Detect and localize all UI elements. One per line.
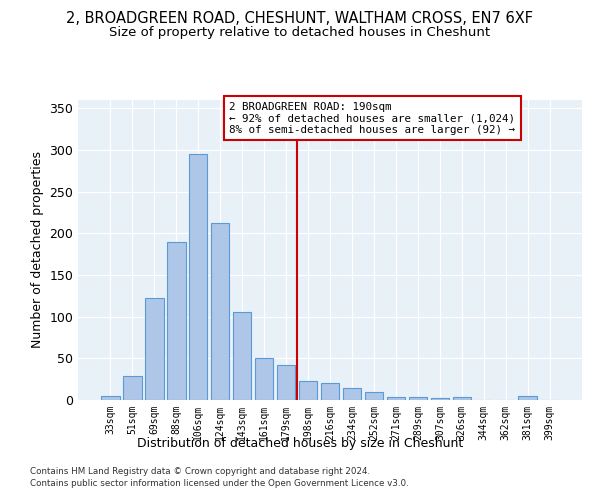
Bar [299, 381, 317, 400]
Bar [452, 396, 471, 400]
Bar [518, 396, 537, 400]
Bar [431, 398, 449, 400]
Text: Contains HM Land Registry data © Crown copyright and database right 2024.: Contains HM Land Registry data © Crown c… [30, 467, 370, 476]
Bar [211, 224, 229, 400]
Bar [167, 242, 185, 400]
Text: Contains public sector information licensed under the Open Government Licence v3: Contains public sector information licen… [30, 478, 409, 488]
Bar [409, 396, 427, 400]
Bar [101, 396, 119, 400]
Bar [365, 392, 383, 400]
Y-axis label: Number of detached properties: Number of detached properties [31, 152, 44, 348]
Bar [123, 376, 142, 400]
Bar [233, 312, 251, 400]
Bar [277, 365, 295, 400]
Text: Size of property relative to detached houses in Cheshunt: Size of property relative to detached ho… [109, 26, 491, 39]
Text: 2 BROADGREEN ROAD: 190sqm
← 92% of detached houses are smaller (1,024)
8% of sem: 2 BROADGREEN ROAD: 190sqm ← 92% of detac… [229, 102, 515, 134]
Text: 2, BROADGREEN ROAD, CHESHUNT, WALTHAM CROSS, EN7 6XF: 2, BROADGREEN ROAD, CHESHUNT, WALTHAM CR… [67, 11, 533, 26]
Text: Distribution of detached houses by size in Cheshunt: Distribution of detached houses by size … [137, 438, 463, 450]
Bar [343, 388, 361, 400]
Bar [255, 358, 274, 400]
Bar [145, 298, 164, 400]
Bar [320, 384, 340, 400]
Bar [386, 396, 405, 400]
Bar [189, 154, 208, 400]
